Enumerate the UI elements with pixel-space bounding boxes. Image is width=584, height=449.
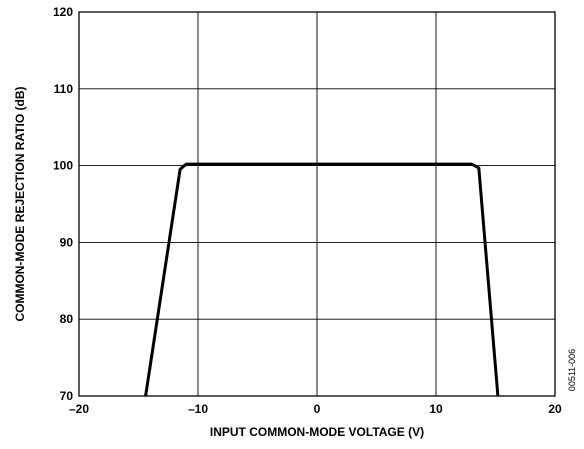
grid bbox=[79, 12, 555, 396]
y-tick-label: 70 bbox=[60, 389, 74, 403]
x-tick-labels: –20 –10 0 10 20 bbox=[69, 402, 562, 416]
series-line-0 bbox=[144, 162, 500, 397]
y-tick-label: 120 bbox=[53, 5, 73, 19]
y-tick-labels: 70 80 90 100 110 120 bbox=[53, 5, 73, 403]
figure-id: 00511-006 bbox=[567, 349, 577, 391]
series-layer bbox=[144, 162, 500, 397]
x-tick-label: 20 bbox=[548, 402, 562, 416]
y-tick-label: 100 bbox=[53, 159, 73, 173]
plot-frame bbox=[78, 11, 556, 397]
y-tick-label: 90 bbox=[60, 235, 74, 249]
y-tick-label: 110 bbox=[54, 82, 74, 96]
y-tick-label: 80 bbox=[60, 312, 74, 326]
y-axis-title: COMMON-MODE REJECTION RATIO (dB) bbox=[13, 86, 27, 321]
x-tick-label: 0 bbox=[314, 402, 321, 416]
x-tick-label: –10 bbox=[188, 402, 208, 416]
x-axis-title: INPUT COMMON-MODE VOLTAGE (V) bbox=[210, 425, 424, 439]
x-tick-label: 10 bbox=[429, 402, 443, 416]
x-tick-label: –20 bbox=[69, 402, 89, 416]
